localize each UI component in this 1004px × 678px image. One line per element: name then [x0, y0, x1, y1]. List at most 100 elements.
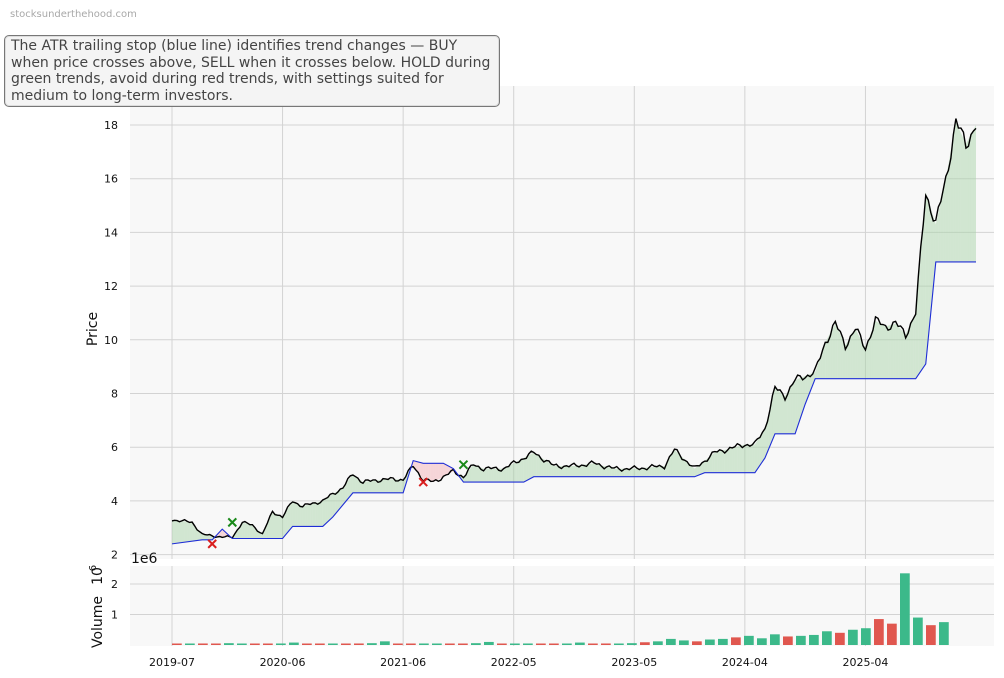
bullish-fill-segment	[491, 468, 494, 483]
bullish-fill-segment	[938, 201, 941, 262]
volume-bar	[484, 641, 494, 645]
volume-bar	[601, 643, 611, 645]
bullish-fill-segment	[780, 392, 783, 434]
bullish-fill-segment	[503, 467, 507, 483]
volume-bar	[315, 643, 325, 645]
bullish-fill-segment	[355, 476, 358, 493]
volume-bar	[328, 643, 338, 645]
bullish-fill-segment	[802, 376, 806, 412]
price-tick-label: 2	[111, 549, 118, 562]
bullish-fill-segment	[322, 499, 326, 527]
bullish-fill-segment	[375, 480, 379, 493]
bullish-fill-segment	[541, 457, 544, 477]
bullish-fill-segment	[787, 388, 791, 434]
bullish-fill-segment	[928, 200, 931, 339]
bullish-fill-segment	[531, 452, 534, 479]
bearish-fill-segment	[420, 462, 424, 480]
bullish-fill-segment	[973, 125, 976, 262]
series-lines	[171, 118, 977, 545]
bullish-fill-segment	[910, 318, 914, 379]
bullish-fill-segment	[918, 252, 921, 376]
volume-unit-exponent: 6	[88, 565, 99, 571]
bearish-fill-segment	[443, 463, 446, 477]
bullish-fill-segment	[684, 459, 688, 477]
bullish-fill-segment	[556, 465, 559, 477]
bullish-fill-segment	[749, 444, 753, 473]
volume-bar	[185, 643, 195, 645]
bullish-fill-segment	[815, 364, 818, 379]
bullish-fill-segment	[867, 334, 871, 379]
volume-bar	[939, 622, 949, 645]
price-tick-label: 12	[104, 280, 118, 293]
bullish-fill-segment	[880, 323, 884, 379]
bullish-fill-segment	[486, 468, 489, 483]
volume-bar	[380, 641, 390, 645]
bullish-fill-segment	[473, 464, 477, 483]
bullish-fill-segment	[563, 465, 567, 477]
volume-offset-label: 1e6	[131, 551, 158, 567]
bullish-fill-segment	[179, 520, 183, 543]
bullish-fill-segment	[508, 464, 512, 483]
bullish-fill-segment	[599, 464, 602, 477]
bullish-fill-segment	[930, 208, 934, 313]
volume-bar	[588, 643, 598, 645]
bullish-fill-segment	[616, 468, 620, 477]
bullish-fill-segment	[516, 460, 519, 483]
volume-bar	[354, 643, 364, 645]
bullish-fill-segment	[631, 468, 635, 477]
bullish-fill-segment	[885, 325, 889, 379]
bullish-fill-segment	[310, 503, 313, 527]
bullish-fill-segment	[845, 341, 848, 379]
bullish-fill-segment	[895, 323, 899, 379]
volume-bar	[432, 643, 442, 645]
bullish-fill-segment	[624, 468, 627, 477]
volume-bar	[263, 643, 273, 645]
bullish-fill-segment	[855, 329, 858, 379]
bullish-fill-segment	[900, 329, 904, 379]
bearish-fill-segment	[219, 529, 223, 538]
bullish-fill-segment	[775, 388, 778, 434]
bullish-fill-segment	[538, 455, 542, 477]
bullish-fill-segment	[654, 466, 657, 477]
volume-bar	[757, 638, 767, 645]
bullish-fill-segment	[847, 337, 851, 379]
volume-bar	[900, 573, 910, 645]
bullish-fill-segment	[639, 468, 642, 477]
buy-marker	[458, 459, 469, 470]
bearish-fill-segment	[428, 463, 431, 482]
bullish-fill-segment	[888, 325, 891, 379]
price-tick-label: 6	[111, 441, 118, 454]
volume-bar	[653, 641, 663, 645]
bullish-fill-segment	[332, 492, 336, 518]
bullish-fill-segment	[327, 495, 331, 522]
bullish-fill-segment	[682, 456, 685, 477]
bullish-fill-segment	[795, 379, 798, 434]
bullish-fill-segment	[320, 500, 323, 527]
bullish-fill-segment	[543, 459, 547, 477]
bullish-fill-segment	[568, 465, 572, 477]
bullish-fill-segment	[742, 444, 745, 473]
bullish-fill-segment	[275, 512, 278, 539]
bullish-fill-segment	[501, 468, 504, 483]
volume-bar	[822, 631, 832, 645]
volume-bar	[575, 642, 585, 645]
bullish-fill-segment	[498, 468, 502, 483]
bullish-fill-segment	[744, 444, 748, 473]
bullish-fill-segment	[533, 452, 537, 477]
price-plot-background	[130, 86, 994, 559]
bullish-fill-segment	[679, 454, 683, 477]
x-tick-label: 2022-05	[491, 656, 537, 669]
bullish-fill-segment	[862, 343, 866, 379]
bullish-fill-segment	[581, 464, 585, 477]
volume-bars	[172, 573, 949, 645]
bullish-fill-segment	[717, 451, 720, 473]
volume-tick-label: 2	[111, 578, 118, 591]
bullish-fill-segment	[476, 465, 479, 483]
bullish-fill-segment	[734, 446, 738, 473]
bullish-fill-segment	[362, 481, 366, 493]
bullish-fill-segment	[247, 523, 250, 539]
volume-bar	[874, 619, 884, 645]
bullish-fill-segment	[496, 468, 499, 483]
bullish-fill-segment	[709, 454, 713, 473]
bullish-fill-segment	[689, 463, 693, 477]
